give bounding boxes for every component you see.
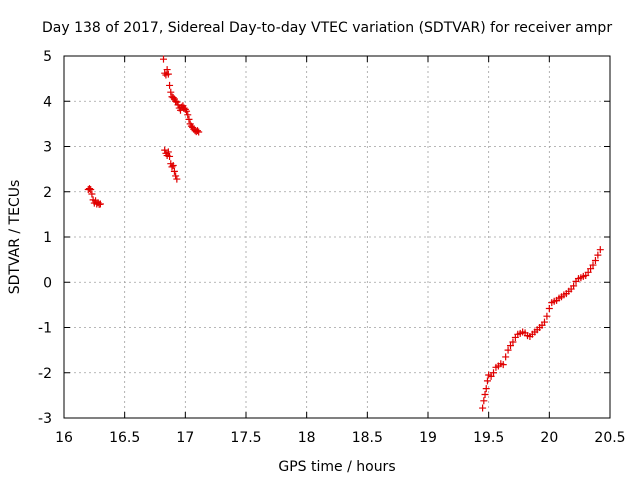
data-point <box>540 318 548 326</box>
x-tick-label: 18.5 <box>352 430 383 446</box>
data-point <box>169 94 177 102</box>
data-point <box>483 377 491 385</box>
x-tick-label: 17.5 <box>230 430 261 446</box>
data-point <box>167 88 175 96</box>
data-point <box>174 101 182 109</box>
data-point <box>587 265 595 273</box>
y-axis-label: SDTVAR / TECUs <box>7 180 23 295</box>
data-point <box>509 338 517 346</box>
data-point <box>172 97 180 105</box>
y-tick-label: 3 <box>43 140 52 156</box>
data-point <box>85 185 93 193</box>
data-point <box>183 107 191 115</box>
data-point <box>173 175 181 183</box>
data-point <box>96 200 104 208</box>
data-point <box>169 162 177 170</box>
data-point <box>184 111 192 119</box>
y-tick-label: 2 <box>43 185 52 201</box>
data-point <box>164 148 172 156</box>
data-point <box>543 312 551 320</box>
y-tick-label: -1 <box>38 321 52 337</box>
data-point <box>168 163 176 171</box>
data-point <box>166 81 174 89</box>
data-point <box>507 342 515 350</box>
x-tick-label: 20.5 <box>594 430 625 446</box>
data-point <box>591 257 599 265</box>
y-tick-labels: -3 -2 -1 0 1 2 3 4 5 <box>38 49 52 427</box>
data-point <box>88 190 96 198</box>
data-point <box>487 372 495 380</box>
data-point <box>87 185 95 193</box>
x-tick-label: 18 <box>298 430 316 446</box>
x-tick-label: 20 <box>540 430 558 446</box>
data-marks <box>84 55 604 412</box>
data-point <box>570 282 578 290</box>
y-tick-label: 5 <box>43 49 52 65</box>
data-point <box>502 353 510 361</box>
x-tick-label: 19 <box>419 430 437 446</box>
x-tick-label: 16.5 <box>109 430 140 446</box>
x-tick-label: 16 <box>55 430 73 446</box>
y-tick-label: -2 <box>38 366 52 382</box>
data-point <box>481 390 489 398</box>
data-point <box>164 70 172 78</box>
x-tick-labels: 16 16.5 17 17.5 18 18.5 19 19.5 20 20.5 <box>55 430 626 446</box>
axis-ticks <box>63 55 611 419</box>
data-point <box>166 152 174 160</box>
data-point <box>185 115 193 123</box>
grid-lines <box>64 56 610 418</box>
data-point <box>170 167 178 175</box>
x-tick-label: 19.5 <box>473 430 504 446</box>
data-point <box>161 146 169 154</box>
y-tick-label: 4 <box>43 94 52 110</box>
data-point <box>163 66 171 74</box>
x-axis-label: GPS time / hours <box>278 459 395 475</box>
data-point <box>480 397 488 405</box>
data-point <box>545 304 553 312</box>
y-tick-label: 0 <box>43 275 52 291</box>
data-point <box>159 55 167 63</box>
x-tick-label: 17 <box>176 430 194 446</box>
data-point <box>193 127 201 135</box>
data-point <box>499 361 507 369</box>
data-point <box>589 261 597 269</box>
y-tick-label: -3 <box>38 411 52 427</box>
data-point <box>584 268 592 276</box>
data-point <box>596 246 604 254</box>
chart-title: Day 138 of 2017, Sidereal Day-to-day VTE… <box>42 20 612 36</box>
data-point <box>176 106 184 114</box>
data-point <box>172 172 180 180</box>
data-point <box>504 346 512 354</box>
data-point <box>594 251 602 259</box>
data-point <box>479 404 487 412</box>
y-tick-label: 1 <box>43 230 52 246</box>
data-point <box>195 128 203 136</box>
data-point <box>482 385 490 393</box>
data-point <box>490 369 498 377</box>
